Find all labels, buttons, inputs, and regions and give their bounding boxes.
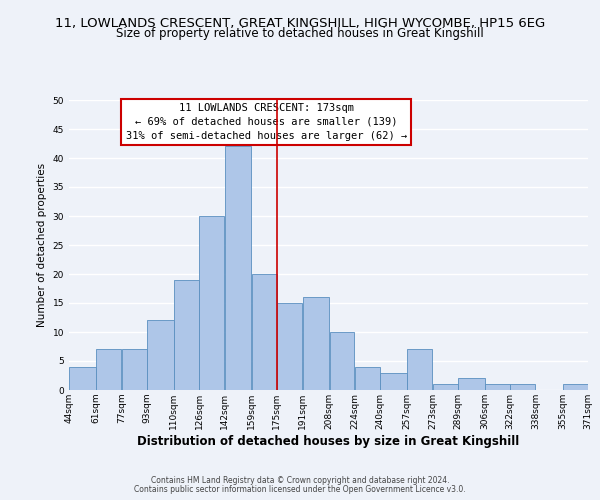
Bar [355, 367, 380, 390]
Text: Contains HM Land Registry data © Crown copyright and database right 2024.: Contains HM Land Registry data © Crown c… [151, 476, 449, 485]
Bar [225, 146, 251, 390]
Text: 11, LOWLANDS CRESCENT, GREAT KINGSHILL, HIGH WYCOMBE, HP15 6EG: 11, LOWLANDS CRESCENT, GREAT KINGSHILL, … [55, 18, 545, 30]
Bar [147, 320, 173, 390]
Bar [511, 384, 535, 390]
Bar [563, 384, 588, 390]
Text: Contains public sector information licensed under the Open Government Licence v3: Contains public sector information licen… [134, 485, 466, 494]
Bar [252, 274, 277, 390]
Bar [407, 350, 432, 390]
Bar [485, 384, 510, 390]
Bar [69, 367, 96, 390]
Bar [174, 280, 199, 390]
Bar [433, 384, 458, 390]
Bar [96, 350, 121, 390]
Bar [122, 350, 146, 390]
Bar [380, 372, 407, 390]
Bar [199, 216, 224, 390]
Bar [458, 378, 485, 390]
Text: 11 LOWLANDS CRESCENT: 173sqm
← 69% of detached houses are smaller (139)
31% of s: 11 LOWLANDS CRESCENT: 173sqm ← 69% of de… [125, 103, 407, 141]
Text: Size of property relative to detached houses in Great Kingshill: Size of property relative to detached ho… [116, 28, 484, 40]
Bar [302, 297, 329, 390]
Bar [277, 303, 302, 390]
Bar [329, 332, 355, 390]
X-axis label: Distribution of detached houses by size in Great Kingshill: Distribution of detached houses by size … [137, 434, 520, 448]
Y-axis label: Number of detached properties: Number of detached properties [37, 163, 47, 327]
